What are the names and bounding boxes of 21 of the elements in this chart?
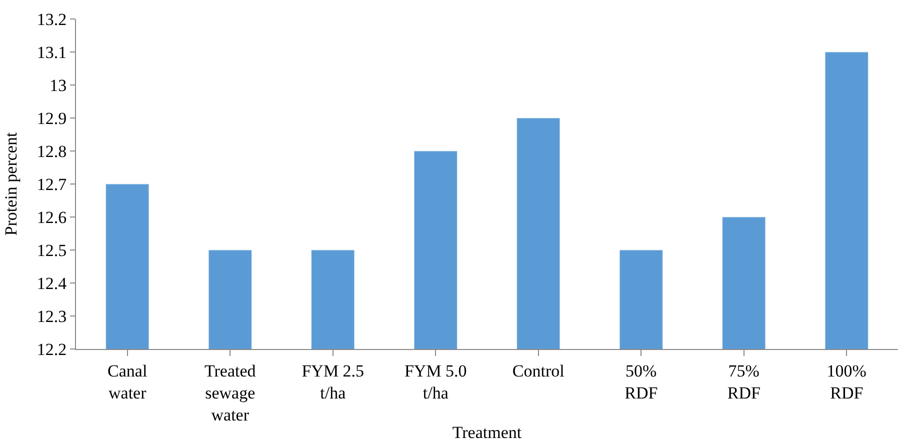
y-tick-label: 12.6 bbox=[36, 208, 67, 227]
x-tick-label: Canal water bbox=[108, 361, 148, 402]
y-tick-label: 13 bbox=[50, 76, 67, 95]
y-tick-label: 12.7 bbox=[36, 174, 68, 194]
y-tick-label: 12.2 bbox=[36, 340, 67, 359]
y-axis-title: Protein percent bbox=[1, 132, 20, 236]
x-tick-label: FYM 2.5 t/ha bbox=[302, 361, 364, 402]
x-tick-label: 100% RDF bbox=[826, 361, 866, 402]
x-tick-label: 75% RDF bbox=[727, 361, 760, 402]
x-tick-label: FYM 5.0 t/ha bbox=[404, 361, 467, 402]
y-tick-label: 12.8 bbox=[36, 142, 67, 161]
x-axis-title: Treatment bbox=[452, 423, 522, 442]
x-tick-label: 50% RDF bbox=[624, 361, 658, 402]
x-tick-label: Control bbox=[512, 361, 565, 380]
y-tick-label: 13.1 bbox=[36, 42, 67, 62]
y-tick-label: 12.9 bbox=[36, 108, 67, 128]
x-tick-label: Treated sewage water bbox=[204, 361, 256, 425]
y-tick-label: 12.3 bbox=[36, 306, 67, 326]
y-tick-label: 13.2 bbox=[36, 10, 67, 29]
y-tick-label: 12.5 bbox=[36, 240, 67, 260]
y-tick-label: 12.4 bbox=[36, 274, 68, 293]
